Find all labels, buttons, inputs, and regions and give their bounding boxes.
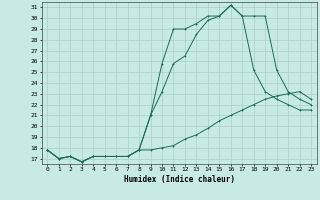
- X-axis label: Humidex (Indice chaleur): Humidex (Indice chaleur): [124, 175, 235, 184]
